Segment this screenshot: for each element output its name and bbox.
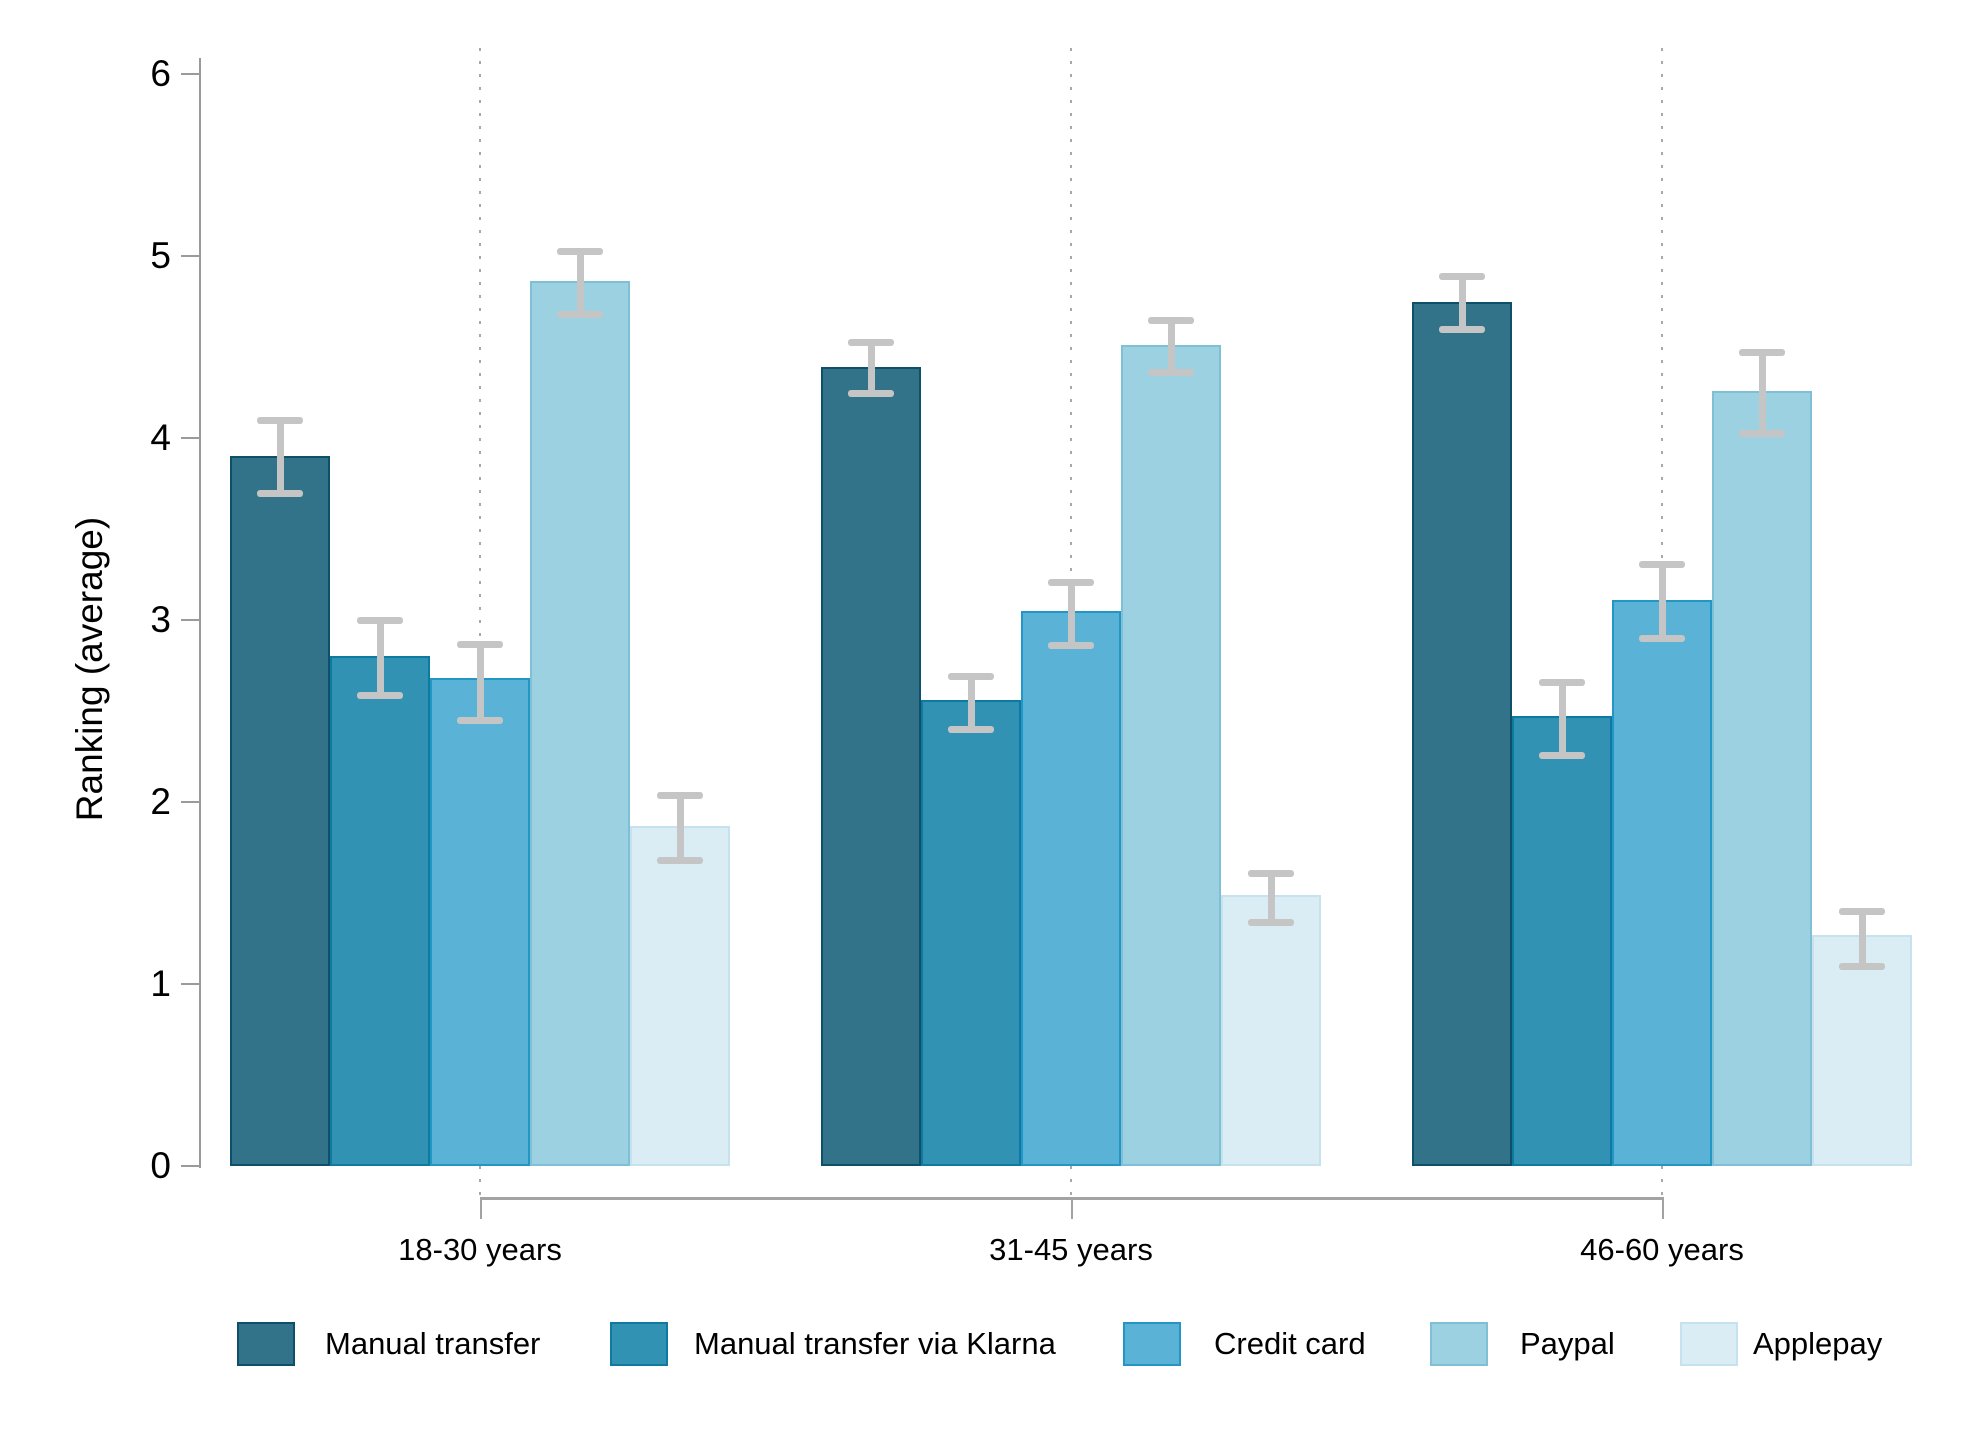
y-tick-label: 5 xyxy=(150,235,171,276)
error-bar-cap-bottom xyxy=(1539,751,1585,759)
y-axis-line xyxy=(199,58,201,1168)
error-bar-stem xyxy=(276,419,284,493)
y-tick-label: 2 xyxy=(150,781,171,822)
error-bar-cap-top xyxy=(1639,560,1685,568)
error-bar-cap-top xyxy=(1248,869,1294,877)
error-bar-cap-bottom xyxy=(457,717,503,725)
bar-credit-card xyxy=(430,678,530,1166)
error-bar-cap-bottom xyxy=(1839,962,1885,970)
error-bar-stem xyxy=(1067,581,1075,646)
error-bar-cap-top xyxy=(657,791,703,799)
legend-swatch-manual-transfer xyxy=(237,1322,295,1366)
error-bar-cap-top xyxy=(1048,578,1094,586)
error-bar-stem xyxy=(1267,872,1275,923)
legend-swatch-paypal xyxy=(1430,1322,1488,1366)
dotted-gridline xyxy=(479,48,481,1197)
bar-credit-card xyxy=(1021,610,1121,1166)
x-category-label: 46-60 years xyxy=(1580,1232,1744,1267)
bar-applepay xyxy=(1221,894,1321,1166)
error-bar-cap-top xyxy=(257,416,303,424)
error-bar-cap-bottom xyxy=(1048,642,1094,650)
legend-label: Applepay xyxy=(1753,1326,1883,1361)
bar-manual-transfer xyxy=(230,456,330,1166)
error-bar-cap-bottom xyxy=(357,691,403,699)
bar-manual-transfer-via-klarna xyxy=(330,656,430,1166)
error-bar-cap-top xyxy=(1148,316,1194,324)
bar-manual-transfer-via-klarna xyxy=(1512,716,1612,1166)
y-axis-tick xyxy=(181,255,199,257)
y-axis-tick xyxy=(181,983,199,985)
y-axis-tick xyxy=(181,437,199,439)
error-bar-stem xyxy=(867,341,875,393)
bar-manual-transfer xyxy=(1412,301,1512,1166)
bar-applepay xyxy=(1812,934,1912,1166)
y-axis-tick xyxy=(181,619,199,621)
error-bar-stem xyxy=(476,643,484,721)
y-tick-label: 0 xyxy=(150,1145,171,1186)
error-bar-cap-top xyxy=(1539,678,1585,686)
error-bar-cap-top xyxy=(1739,349,1785,357)
y-axis-tick xyxy=(181,73,199,75)
error-bar-cap-bottom xyxy=(557,311,603,319)
y-tick-label: 4 xyxy=(150,417,171,458)
legend-swatch-credit-card xyxy=(1123,1322,1181,1366)
error-bar-cap-bottom xyxy=(1248,919,1294,927)
bar-credit-card xyxy=(1612,599,1712,1166)
error-bar-stem xyxy=(376,620,384,695)
bar-paypal xyxy=(530,281,630,1166)
legend-label: Credit card xyxy=(1214,1326,1366,1361)
error-bar-cap-top xyxy=(1439,273,1485,281)
error-bar-stem xyxy=(576,250,584,315)
error-bar-cap-bottom xyxy=(657,857,703,865)
y-axis-tick xyxy=(181,801,199,803)
category-axis-tick xyxy=(1662,1197,1664,1219)
error-bar-cap-top xyxy=(848,338,894,346)
error-bar-cap-bottom xyxy=(1739,429,1785,437)
category-axis-tick xyxy=(1071,1197,1073,1219)
y-tick-label: 1 xyxy=(150,963,171,1004)
x-category-label: 18-30 years xyxy=(398,1232,562,1267)
legend-swatch-applepay xyxy=(1680,1322,1738,1366)
error-bar-stem xyxy=(676,794,684,861)
error-bar-stem xyxy=(1658,563,1666,639)
y-axis-tick xyxy=(181,1165,199,1167)
y-tick-label: 6 xyxy=(150,53,171,94)
y-tick-label: 3 xyxy=(150,599,171,640)
category-axis-tick xyxy=(480,1197,482,1219)
error-bar-cap-bottom xyxy=(1639,635,1685,643)
error-bar-stem xyxy=(1167,319,1175,373)
bar-applepay xyxy=(630,825,730,1166)
error-bar-cap-bottom xyxy=(948,726,994,734)
error-bar-cap-top xyxy=(948,673,994,681)
error-bar-stem xyxy=(1758,352,1766,433)
legend-label: Paypal xyxy=(1520,1326,1615,1361)
error-bar-cap-bottom xyxy=(257,489,303,497)
error-bar-cap-bottom xyxy=(1439,325,1485,333)
error-bar-stem xyxy=(1558,681,1566,755)
error-bar-stem xyxy=(1858,911,1866,966)
bar-manual-transfer-via-klarna xyxy=(921,700,1021,1166)
bar-manual-transfer xyxy=(821,367,921,1166)
error-bar-cap-bottom xyxy=(848,389,894,397)
error-bar-stem xyxy=(1458,276,1466,329)
error-bar-cap-bottom xyxy=(1148,369,1194,377)
bar-paypal xyxy=(1121,345,1221,1166)
error-bar-cap-top xyxy=(457,640,503,648)
error-bar-cap-top xyxy=(1839,908,1885,916)
legend-swatch-manual-transfer-via-klarna xyxy=(610,1322,668,1366)
legend-label: Manual transfer xyxy=(325,1326,541,1361)
x-category-label: 31-45 years xyxy=(989,1232,1153,1267)
bar-paypal xyxy=(1712,390,1812,1166)
legend-label: Manual transfer via Klarna xyxy=(694,1326,1056,1361)
error-bar-cap-top xyxy=(557,247,603,255)
error-bar-stem xyxy=(967,676,975,730)
error-bar-cap-top xyxy=(357,617,403,624)
